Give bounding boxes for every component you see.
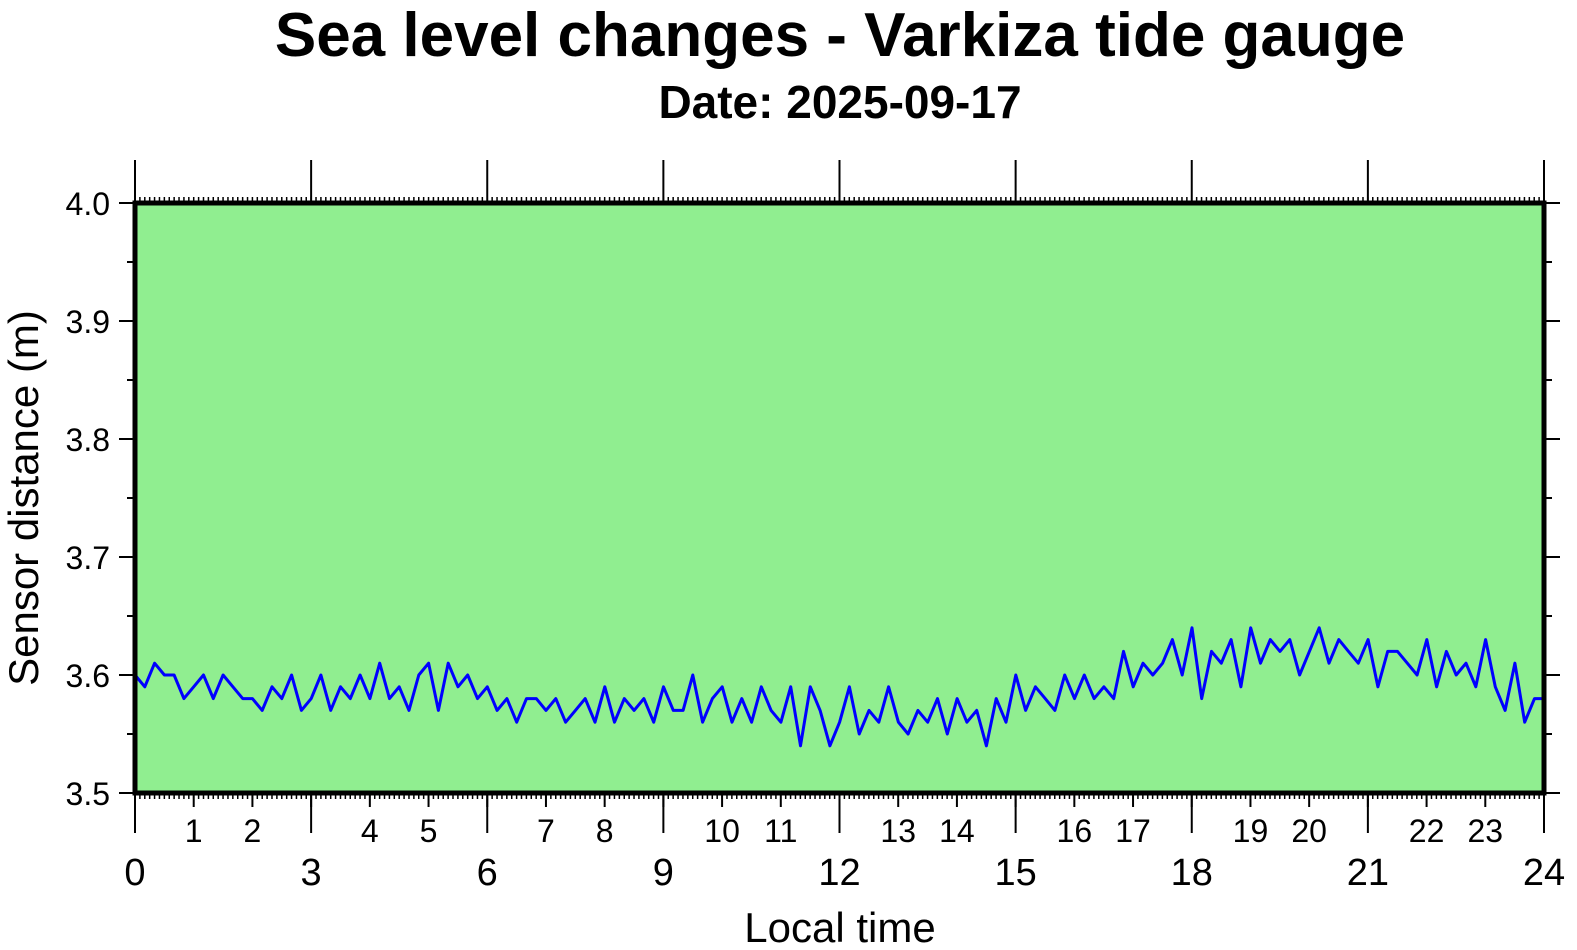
x-hour-tick-label: 7	[537, 813, 555, 849]
x-hour-tick-label: 10	[704, 813, 740, 849]
x-hour-tick-label: 4	[361, 813, 379, 849]
x-hour-tick-label: 8	[596, 813, 614, 849]
chart-title: Sea level changes - Varkiza tide gauge	[275, 1, 1405, 70]
x-axis-label: Local time	[744, 904, 935, 950]
y-tick-label: 3.8	[66, 422, 110, 458]
y-axis-label: Sensor distance (m)	[0, 310, 47, 686]
y-tick-label: 3.5	[66, 776, 110, 812]
x-major-tick-label: 18	[1171, 852, 1213, 894]
chart-subtitle: Date: 2025-09-17	[658, 76, 1021, 128]
plot-frame	[132, 200, 1547, 796]
x-major-tick-label: 9	[653, 852, 674, 894]
y-tick-label: 3.7	[66, 540, 110, 576]
x-hour-tick-label: 22	[1409, 813, 1445, 849]
x-hour-tick-label: 13	[880, 813, 916, 849]
x-hour-tick-label: 5	[420, 813, 438, 849]
x-hour-tick-label: 16	[1057, 813, 1093, 849]
x-major-tick-label: 12	[818, 852, 860, 894]
x-major-tick-label: 6	[477, 852, 498, 894]
series-line	[133, 626, 1544, 748]
y-tick-label: 3.6	[66, 658, 110, 694]
x-hour-tick-label: 23	[1467, 813, 1503, 849]
y-tick-label: 4.0	[66, 186, 110, 222]
x-hour-tick-label: 20	[1291, 813, 1327, 849]
y-tick-label: 3.9	[66, 304, 110, 340]
x-hour-tick-label: 14	[939, 813, 975, 849]
x-hour-tick-label: 2	[244, 813, 262, 849]
x-major-tick-label: 21	[1347, 852, 1389, 894]
x-major-tick-label: 24	[1523, 852, 1565, 894]
x-hour-tick-label: 19	[1233, 813, 1269, 849]
x-major-tick-label: 0	[124, 852, 145, 894]
x-hour-tick-label: 11	[764, 813, 797, 849]
x-major-tick-label: 15	[994, 852, 1036, 894]
x-hour-tick-label: 1	[185, 813, 203, 849]
x-major-tick-label: 3	[301, 852, 322, 894]
x-hour-tick-label: 17	[1115, 813, 1151, 849]
plot-area	[135, 203, 1544, 793]
